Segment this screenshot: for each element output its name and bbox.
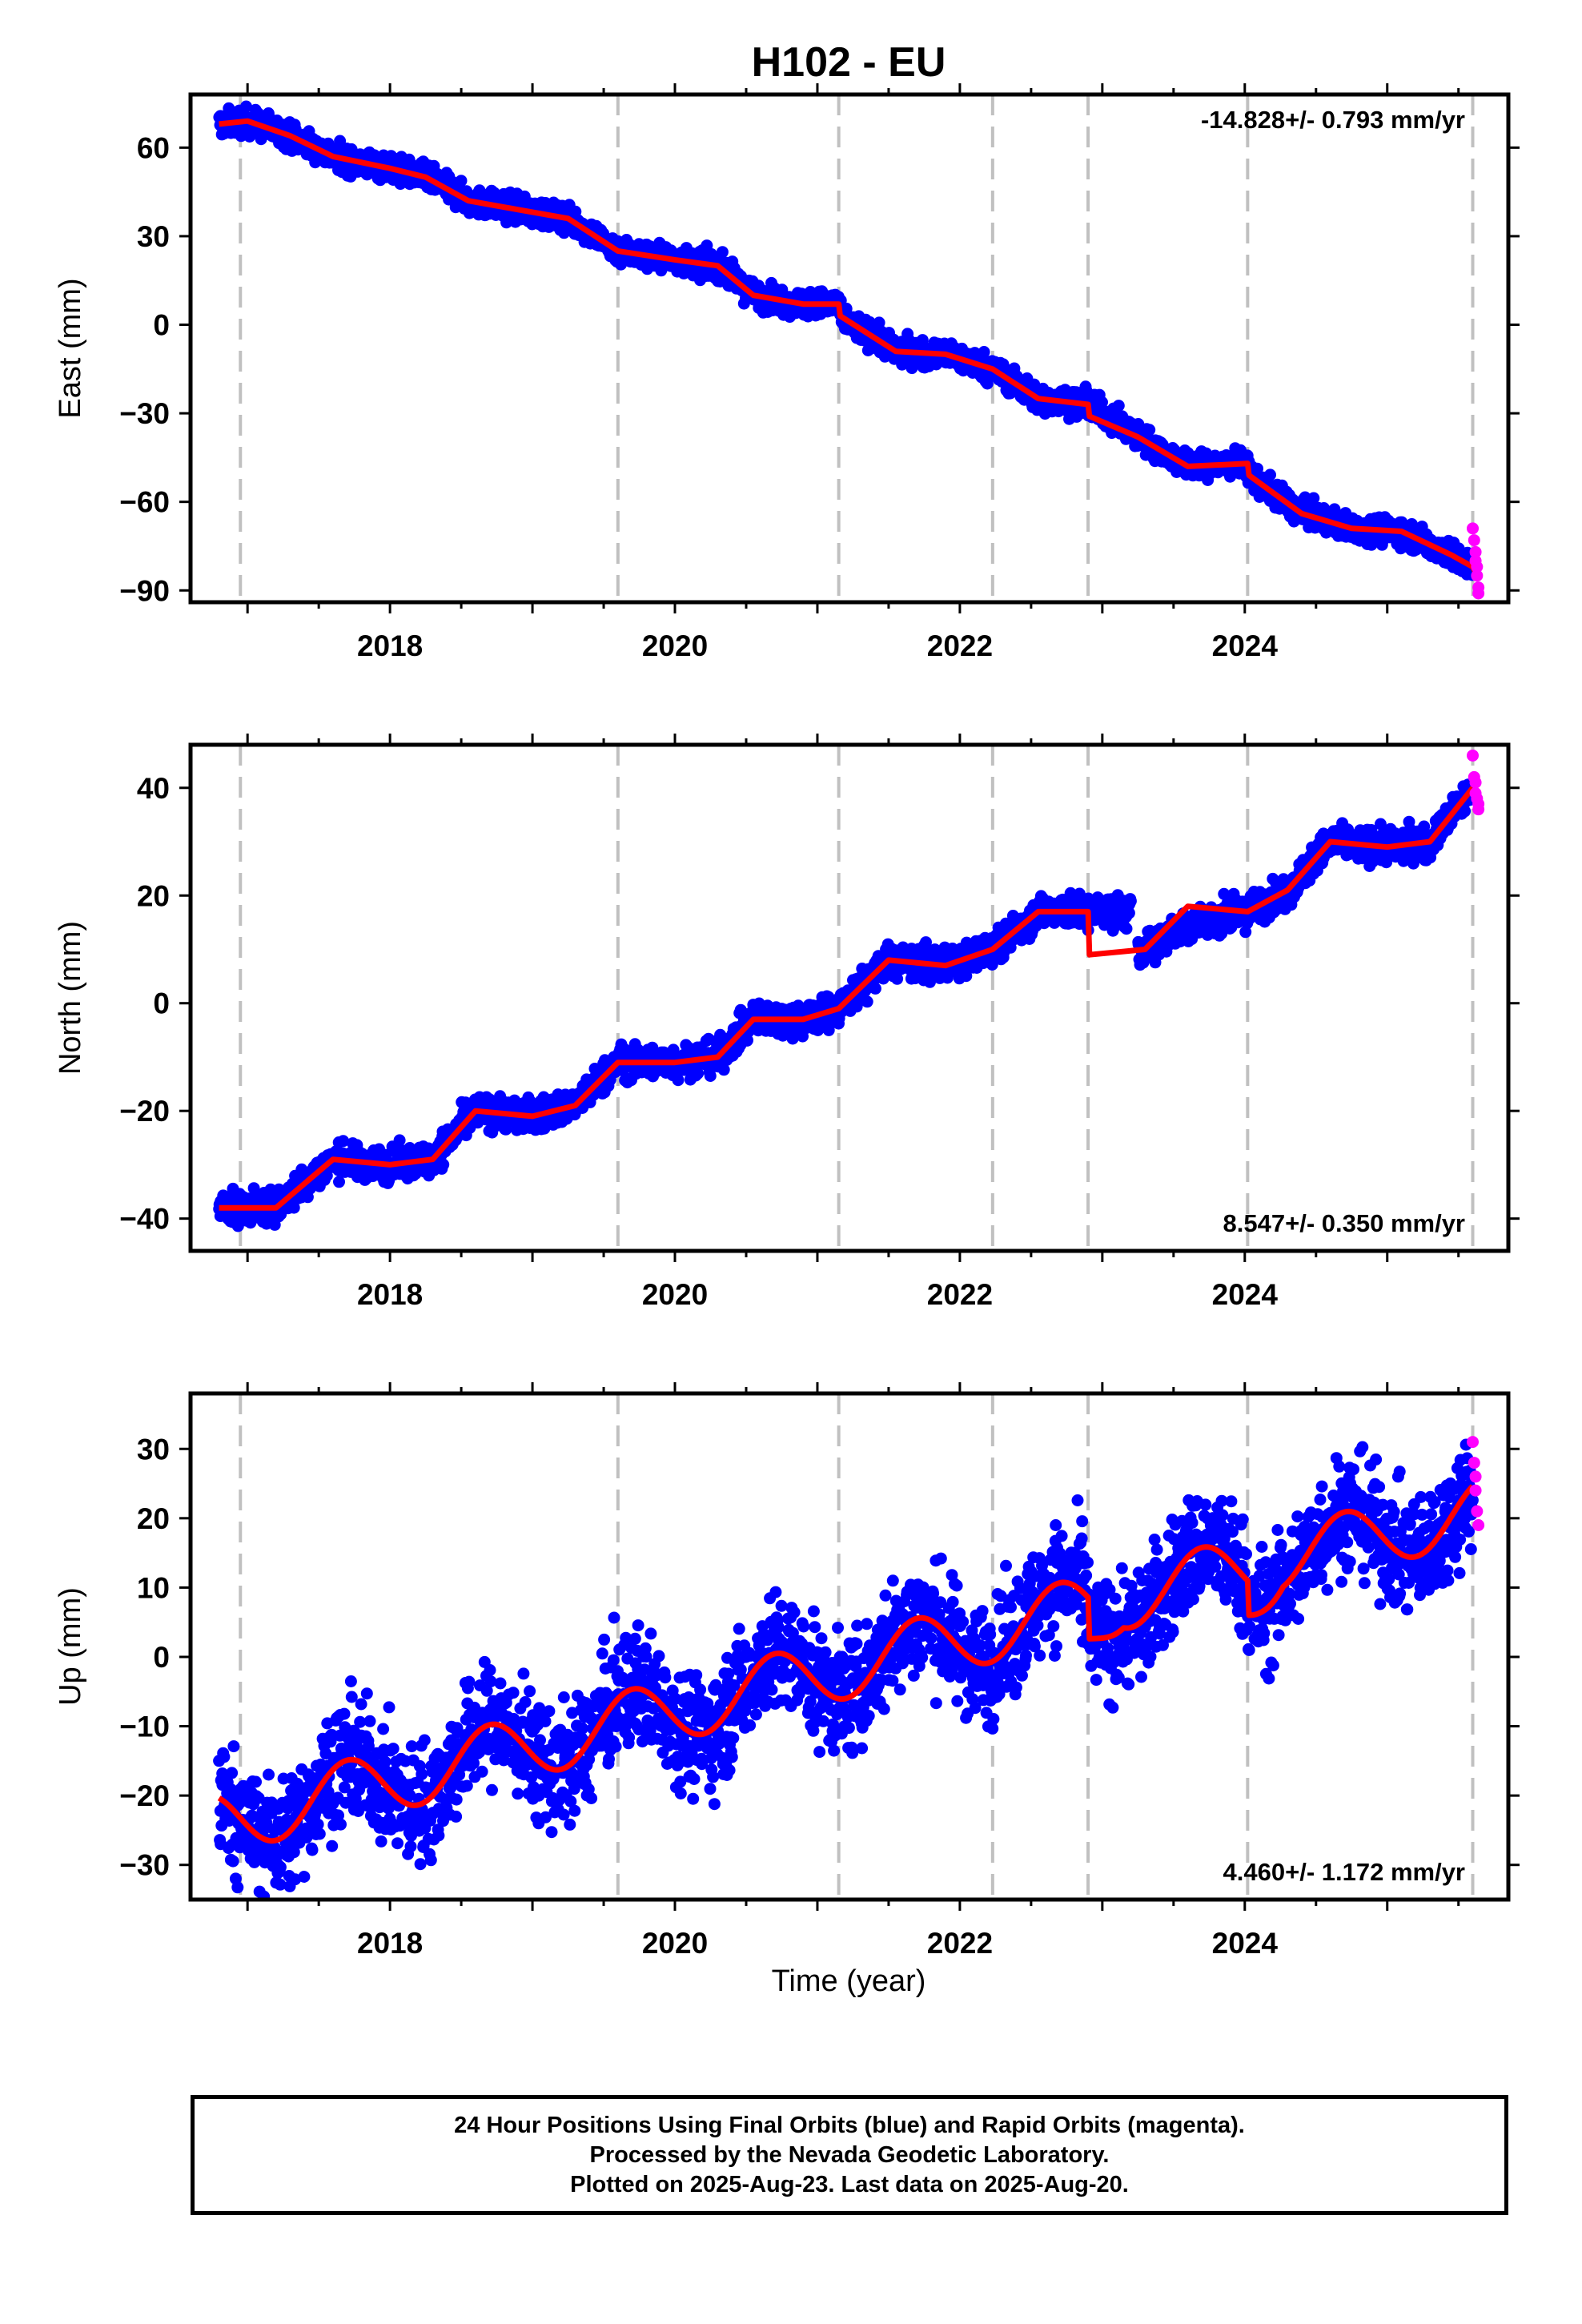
final-orbit-point xyxy=(337,1135,350,1148)
final-orbit-point xyxy=(437,1158,450,1171)
chart-title: H102 - EU xyxy=(752,39,946,86)
rate-annotation: -14.828+/- 0.793 mm/yr xyxy=(1201,106,1465,134)
final-orbit-point xyxy=(1112,400,1125,412)
final-orbit-point xyxy=(891,972,904,985)
x-axis: 2018 2020 2022 2024 xyxy=(246,83,1460,662)
rapid-orbit-point xyxy=(1469,545,1482,558)
break-lines xyxy=(239,745,1475,1251)
final-orbit-point xyxy=(920,936,932,949)
final-orbit-point xyxy=(333,1176,345,1188)
rapid-orbit-point xyxy=(1468,534,1480,547)
final-orbit-point xyxy=(672,1074,685,1087)
rapid-orbit-point xyxy=(1471,561,1484,573)
final-orbit-point xyxy=(1264,468,1276,481)
y-tick-label: 60 xyxy=(137,131,170,164)
final-orbit-point xyxy=(716,246,729,259)
rapid-orbit-points xyxy=(1467,522,1485,600)
final-orbit-point xyxy=(978,346,990,358)
y-tick-label: −60 xyxy=(119,486,170,519)
rapid-orbit-point xyxy=(1467,522,1480,535)
final-orbit-point xyxy=(1143,424,1156,436)
y-tick-label: 30 xyxy=(137,220,170,253)
model-line xyxy=(219,118,1479,574)
break-lines xyxy=(239,94,1475,602)
rapid-orbit-point xyxy=(1472,587,1485,600)
x-tick-label: 2018 xyxy=(357,629,423,662)
y-axis-label: East (mm) xyxy=(54,278,87,418)
final-orbit-point xyxy=(717,1063,730,1076)
y-tick-label: −30 xyxy=(119,397,170,430)
final-orbit-point xyxy=(455,175,468,187)
final-orbit-point xyxy=(692,1067,705,1080)
y-axis: 60 30 0 −30 −60 −90 xyxy=(119,131,1520,607)
final-orbit-point xyxy=(786,1032,799,1045)
final-orbit-point xyxy=(869,982,881,995)
final-orbit-point xyxy=(741,1034,753,1047)
final-orbit-point xyxy=(393,1134,406,1147)
final-orbit-point xyxy=(960,970,973,983)
final-orbit-point xyxy=(287,1201,300,1214)
final-orbit-point xyxy=(981,377,994,390)
x-tick-label: 2022 xyxy=(927,629,993,662)
final-orbit-point xyxy=(1307,492,1320,505)
final-orbit-point xyxy=(667,1043,680,1056)
final-orbit-point xyxy=(861,995,873,1008)
y-tick-label: −90 xyxy=(119,574,170,607)
final-orbit-point xyxy=(240,100,252,113)
plot-frame xyxy=(188,92,1511,605)
x-tick-label: 2024 xyxy=(1212,629,1279,662)
y-tick-label: 0 xyxy=(153,309,170,342)
final-orbit-point xyxy=(1096,396,1108,408)
east-panel: 60 30 0 −30 −60 −90 East (mm) 2018 2020 2022 2024 -… xyxy=(54,83,1520,662)
x-tick-label: 2020 xyxy=(642,629,708,662)
final-orbit-point xyxy=(873,316,885,329)
final-orbit-point xyxy=(264,1183,277,1196)
rapid-orbit-point xyxy=(1471,569,1484,582)
final-orbit-point xyxy=(704,1070,717,1082)
final-orbit-point xyxy=(1251,462,1263,475)
